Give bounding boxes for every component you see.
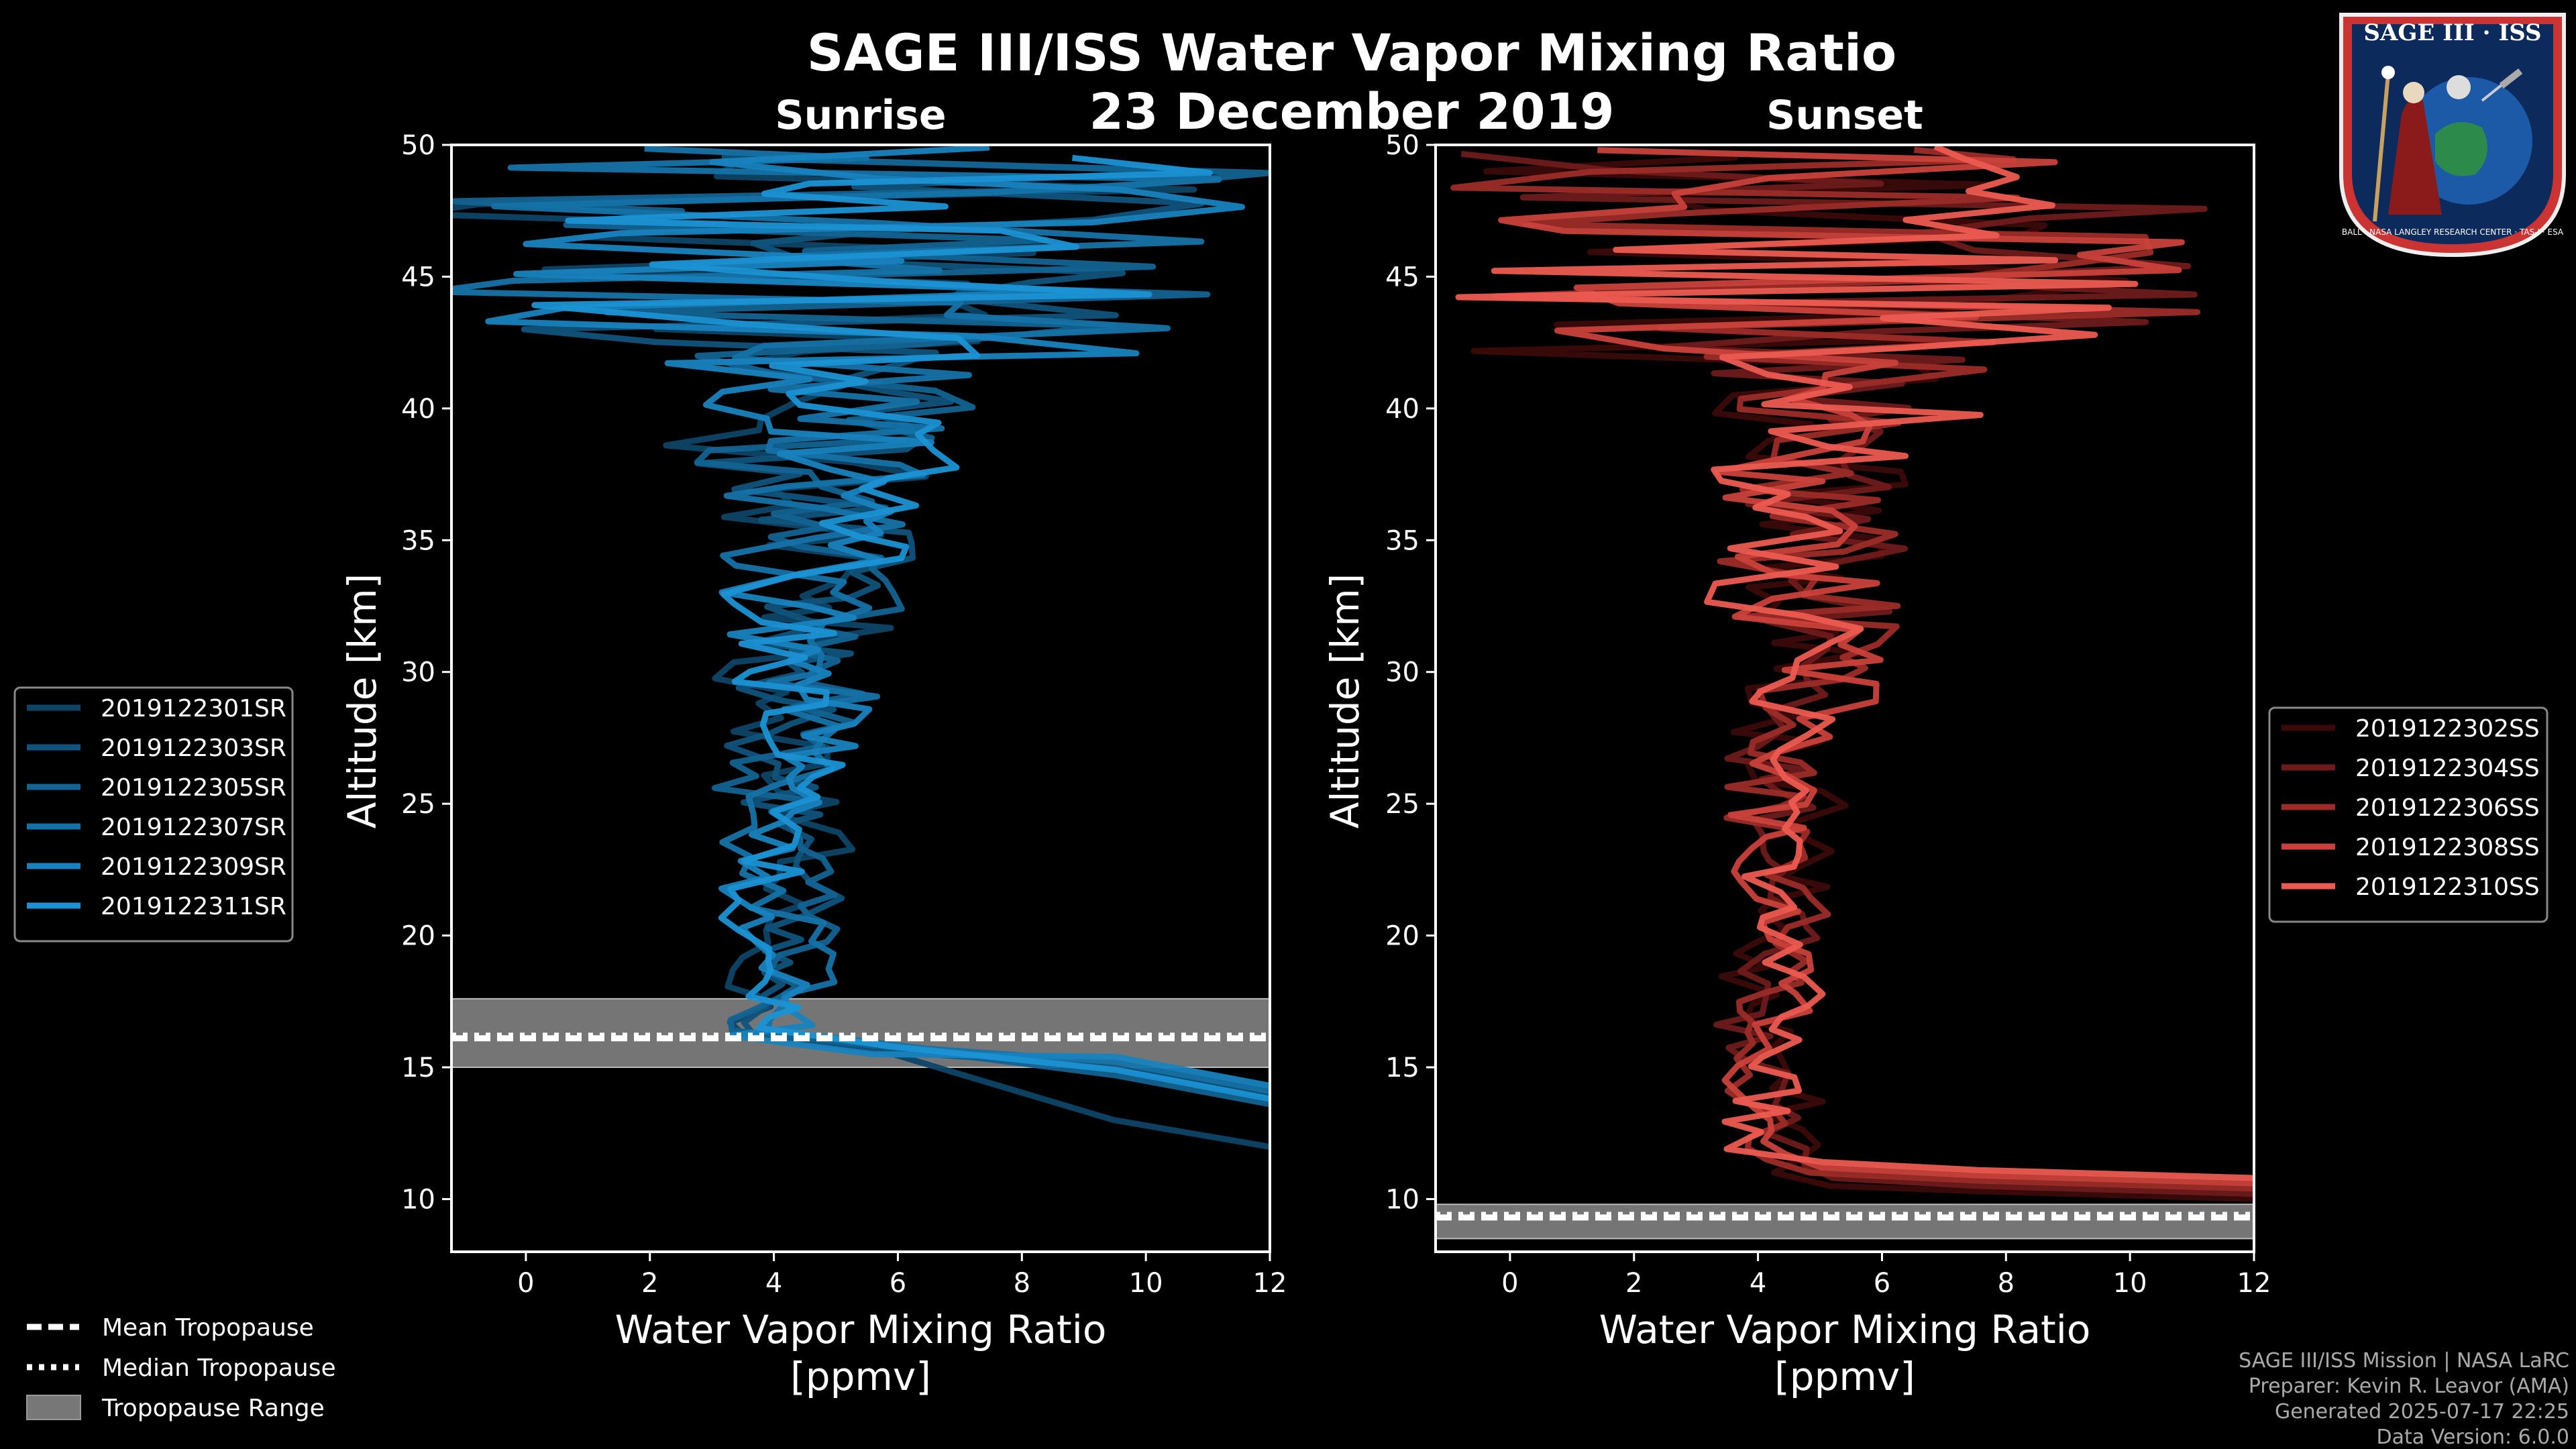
legend-mean-label: Mean Tropopause (102, 1314, 314, 1342)
sunset-ytick-label: 10 (1385, 1184, 1419, 1215)
sunset-ytick-label: 25 (1385, 789, 1419, 820)
sunset-xlabel: Water Vapor Mixing Ratio (1599, 1307, 2091, 1352)
wizard-icon (2388, 99, 2442, 215)
sunset-title: Sunset (1766, 92, 1923, 139)
sunset-ytick-label: 35 (1385, 525, 1419, 556)
sunrise-xtick-label: 6 (890, 1268, 906, 1299)
moon-icon (2447, 75, 2471, 99)
logo-ring-text: BALL · NASA LANGLEY RESEARCH CENTER · TA… (2342, 227, 2564, 237)
sunrise-xtick-label: 10 (1129, 1268, 1163, 1299)
sunrise-tropopause-range (451, 998, 1271, 1069)
sunrise-xlabel-units: [ppmv] (790, 1354, 931, 1399)
sage-iii-iss-logo: SAGE III · ISS BALL · NASA LANGLEY RESEA… (2339, 13, 2566, 258)
sunrise-ytick-label: 45 (401, 262, 435, 292)
sunrise-legend-label: 2019122301SR (101, 695, 286, 722)
sunset-series-2019122306SS (1450, 146, 2254, 1192)
figure-date: 23 December 2019 (1089, 83, 1615, 141)
sunrise-title: Sunrise (775, 92, 946, 139)
sunrise-legend: 2019122301SR 2019122303SR 2019122305SR 2019… (13, 686, 294, 943)
sunrise-panel: 0 2 4 6 8 10 12 10 15 20 25 30 35 40 45 50 (401, 130, 1287, 1299)
legend-median-label: Median Tropopause (102, 1354, 336, 1382)
sunset-legend-label: 2019122302SS (2355, 715, 2540, 743)
sunset-ytick-label: 15 (1385, 1053, 1419, 1083)
sunset-ylabel: Altitude [km] (1322, 574, 1368, 828)
sunset-ytick-label: 45 (1385, 262, 1419, 292)
sunrise-xtick-label: 2 (641, 1268, 658, 1299)
sunrise-ytick-label: 40 (401, 394, 435, 425)
sunrise-ytick-label: 15 (401, 1053, 435, 1083)
sunrise-legend-label: 2019122309SR (101, 853, 286, 881)
sunrise-legend-label: 2019122307SR (101, 814, 286, 841)
sunset-series-2019122308SS (1498, 147, 2254, 1187)
sunset-ytick-label: 30 (1385, 657, 1419, 688)
tropopause-legend: Mean Tropopause Median Tropopause Tropop… (26, 1314, 336, 1422)
sunset-legend-label: 2019122306SS (2355, 794, 2540, 822)
sunrise-legend-label: 2019122303SR (101, 735, 286, 762)
sunset-xtick-label: 0 (1501, 1268, 1518, 1299)
sunset-xlabel-units: [ppmv] (1774, 1354, 1915, 1399)
sunset-legend: 2019122302SS 2019122304SS 2019122306SS 2019… (2268, 706, 2548, 923)
sunrise-ytick-label: 25 (401, 789, 435, 820)
credit-version: Data Version: 6.0.0 (2377, 1426, 2569, 1449)
sunrise-series-2019122309SR (485, 145, 1270, 1089)
sunrise-ytick-label: 10 (401, 1184, 435, 1215)
legend-range-swatch (26, 1395, 81, 1420)
sunset-legend-label: 2019122304SS (2355, 755, 2540, 782)
sunset-series-2019122304SS (1460, 150, 2254, 1197)
sunset-legend-box (2268, 706, 2548, 923)
sunset-legend-label: 2019122308SS (2355, 834, 2540, 861)
sunrise-legend-label: 2019122311SR (101, 893, 286, 920)
sunrise-xtick-label: 12 (1253, 1268, 1287, 1299)
sunset-legend-label: 2019122310SS (2355, 873, 2540, 901)
sunrise-xtick-label: 0 (517, 1268, 534, 1299)
sunset-xtick-label: 6 (1874, 1268, 1890, 1299)
sunrise-ytick-label: 20 (401, 921, 435, 952)
sunset-xtick-label: 10 (2113, 1268, 2147, 1299)
sunset-xtick-label: 12 (2237, 1268, 2271, 1299)
sunset-xtick-label: 2 (1625, 1268, 1642, 1299)
sunrise-ytick-label: 50 (401, 130, 435, 161)
sunset-xtick-label: 8 (1998, 1268, 2015, 1299)
sunset-panel: 0 2 4 6 8 10 12 10 15 20 25 30 35 40 45 50 (1385, 130, 2271, 1299)
credit-generated: Generated 2025-07-17 22:25 (2275, 1400, 2569, 1424)
sunrise-series-2019122311SR (531, 154, 1270, 1102)
sunset-tropopause-range (1435, 1203, 2255, 1240)
credits: SAGE III/ISS Mission | NASA LaRC Prepare… (2239, 1349, 2569, 1449)
sunset-ytick-label: 20 (1385, 921, 1419, 952)
sunrise-xtick-label: 4 (765, 1268, 782, 1299)
sunrise-legend-box (13, 686, 294, 943)
sunrise-ylabel: Altitude [km] (339, 574, 385, 828)
sunset-xtick-label: 4 (1750, 1268, 1766, 1299)
sunrise-axes-frame (450, 144, 1271, 1253)
figure-title: SAGE III/ISS Water Vapor Mixing Ratio (807, 23, 1897, 83)
sunset-ytick-label: 50 (1385, 130, 1419, 161)
credit-mission: SAGE III/ISS Mission | NASA LaRC (2239, 1349, 2569, 1373)
sunrise-xtick-label: 8 (1014, 1268, 1030, 1299)
sunrise-ytick-label: 35 (401, 525, 435, 556)
sunset-axes-frame (1434, 144, 2255, 1253)
legend-range-label: Tropopause Range (101, 1395, 325, 1422)
credit-preparer: Preparer: Kevin R. Leavor (AMA) (2249, 1375, 2569, 1398)
sunrise-xlabel: Water Vapor Mixing Ratio (615, 1307, 1107, 1352)
logo-title: SAGE III · ISS (2363, 19, 2541, 46)
sunrise-ytick-label: 30 (401, 657, 435, 688)
sunrise-legend-label: 2019122305SR (101, 774, 286, 802)
sunset-series-2019122310SS (1455, 145, 2254, 1181)
sunset-ytick-label: 40 (1385, 394, 1419, 425)
sunrise-series-2019122307SR (451, 146, 1270, 1094)
